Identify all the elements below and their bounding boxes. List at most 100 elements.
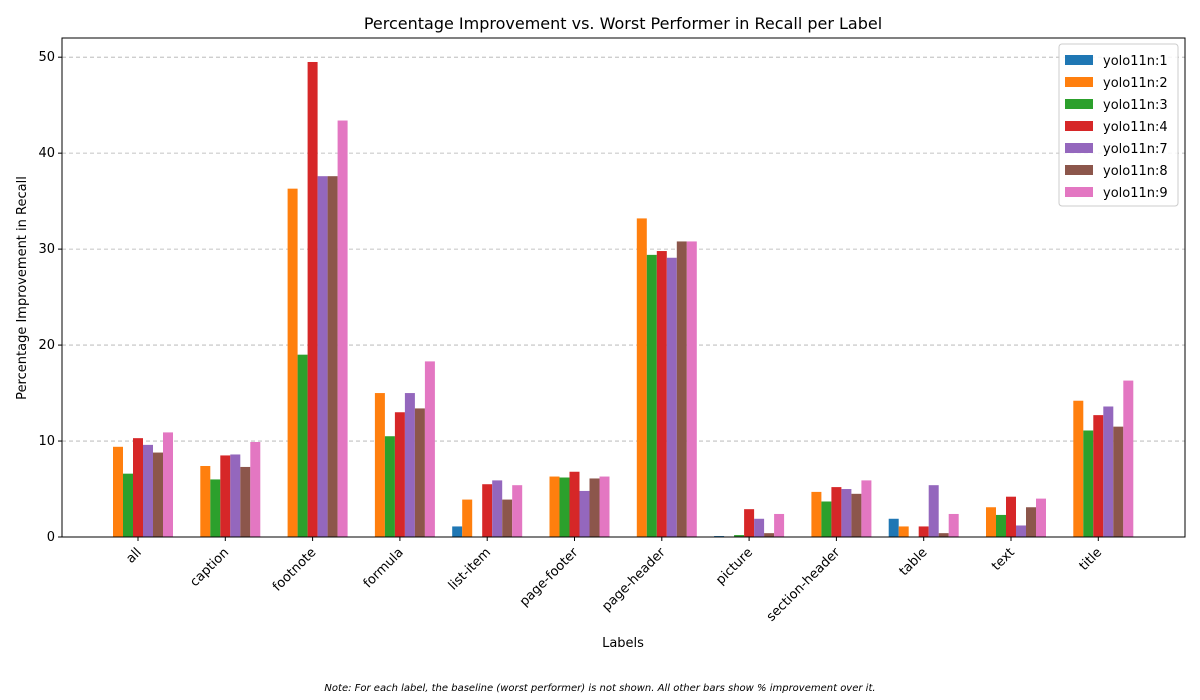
bar [928,485,939,537]
bar [384,436,395,537]
bar [240,466,251,537]
legend-label: yolo11n:2 [1103,76,1168,91]
bar [676,241,687,537]
x-tick-label: section-header [764,545,844,625]
x-tick-label: formula [361,545,407,591]
bar [317,176,328,537]
x-tick-label: text [989,545,1018,574]
bar [1113,426,1124,537]
bar [831,487,842,537]
legend-swatch [1065,77,1093,87]
bar [938,533,949,537]
bar [163,432,173,537]
bar [1016,525,1026,537]
bar [646,254,657,537]
bar [811,491,822,537]
bar [948,513,959,537]
chart-title: Percentage Improvement vs. Worst Perform… [364,14,882,33]
legend: yolo11n:1 yolo11n:2 yolo11n:3 yolo11n:4 yolo… [1058,43,1179,207]
y-tick-label: 20 [38,338,55,353]
bar [297,354,308,537]
legend-label: yolo11n:8 [1103,164,1168,179]
x-tick-label: page-header [599,545,669,615]
bar [1036,498,1046,537]
bar [686,241,697,537]
bar [656,251,667,538]
chart-note: Note: For each label, the baseline (wors… [324,683,876,694]
bar [861,480,872,537]
bar [851,493,862,537]
y-tick-label: 30 [38,242,55,257]
legend-label: yolo11n:1 [1103,54,1168,69]
bar [133,438,143,537]
bar [404,393,415,537]
legend-label: yolo11n:3 [1103,98,1168,113]
bar [143,444,153,537]
bar [1026,507,1036,537]
y-axis-label: Percentage Improvement in Recall [15,176,30,400]
bar [774,513,785,537]
legend-swatch [1065,99,1093,109]
bar [764,533,775,537]
bar [113,446,123,537]
bar [636,218,647,537]
bar [549,476,560,537]
bar [1006,496,1016,537]
legend-swatch [1065,165,1093,175]
bar [327,176,338,537]
bar [986,507,996,537]
bar [888,518,899,537]
legend-swatch [1065,187,1093,197]
legend-label: yolo11n:9 [1103,186,1168,201]
bar [1083,430,1094,537]
x-tick-label: footnote [270,545,319,594]
x-tick-label: caption [187,545,232,590]
bar [502,499,513,537]
bar [482,484,493,537]
y-tick-label: 10 [38,434,55,449]
bar [287,188,298,538]
axes: 0 10 20 30 40 50 all caption footnote formula list… [38,50,1105,624]
bar [898,526,909,537]
bar [394,412,405,537]
bar [599,476,610,537]
bar [200,465,211,537]
bar [512,485,523,537]
bar [230,454,241,537]
bar [754,518,765,537]
plot-frame [61,37,1186,538]
x-tick-label: list-item [446,545,494,593]
bar [153,452,163,537]
bar [414,408,425,537]
bar [452,526,463,537]
x-tick-label: picture [713,545,756,588]
bar [559,477,570,537]
x-tick-label: title [1077,545,1106,574]
bar [821,501,832,537]
y-tick-label: 0 [47,530,55,545]
bar [1073,400,1084,537]
bar [1103,406,1114,537]
bar [918,526,929,537]
legend-swatch [1065,121,1093,131]
bar [734,535,745,537]
bar [374,393,385,537]
bar [744,509,755,537]
bar [841,489,852,537]
bar [307,61,318,537]
legend-swatch [1065,55,1093,65]
legend-label: yolo11n:7 [1103,142,1168,157]
bar [220,455,231,537]
bar [424,361,435,537]
bar [1123,380,1134,537]
x-tick-label: page-footer [517,545,582,610]
bar [462,499,473,537]
bar [123,473,133,537]
bar [996,514,1006,537]
bar [492,480,503,537]
legend-swatch [1065,143,1093,153]
bars [113,61,1134,538]
y-tick-label: 50 [38,50,55,65]
x-tick-label: table [897,545,931,579]
